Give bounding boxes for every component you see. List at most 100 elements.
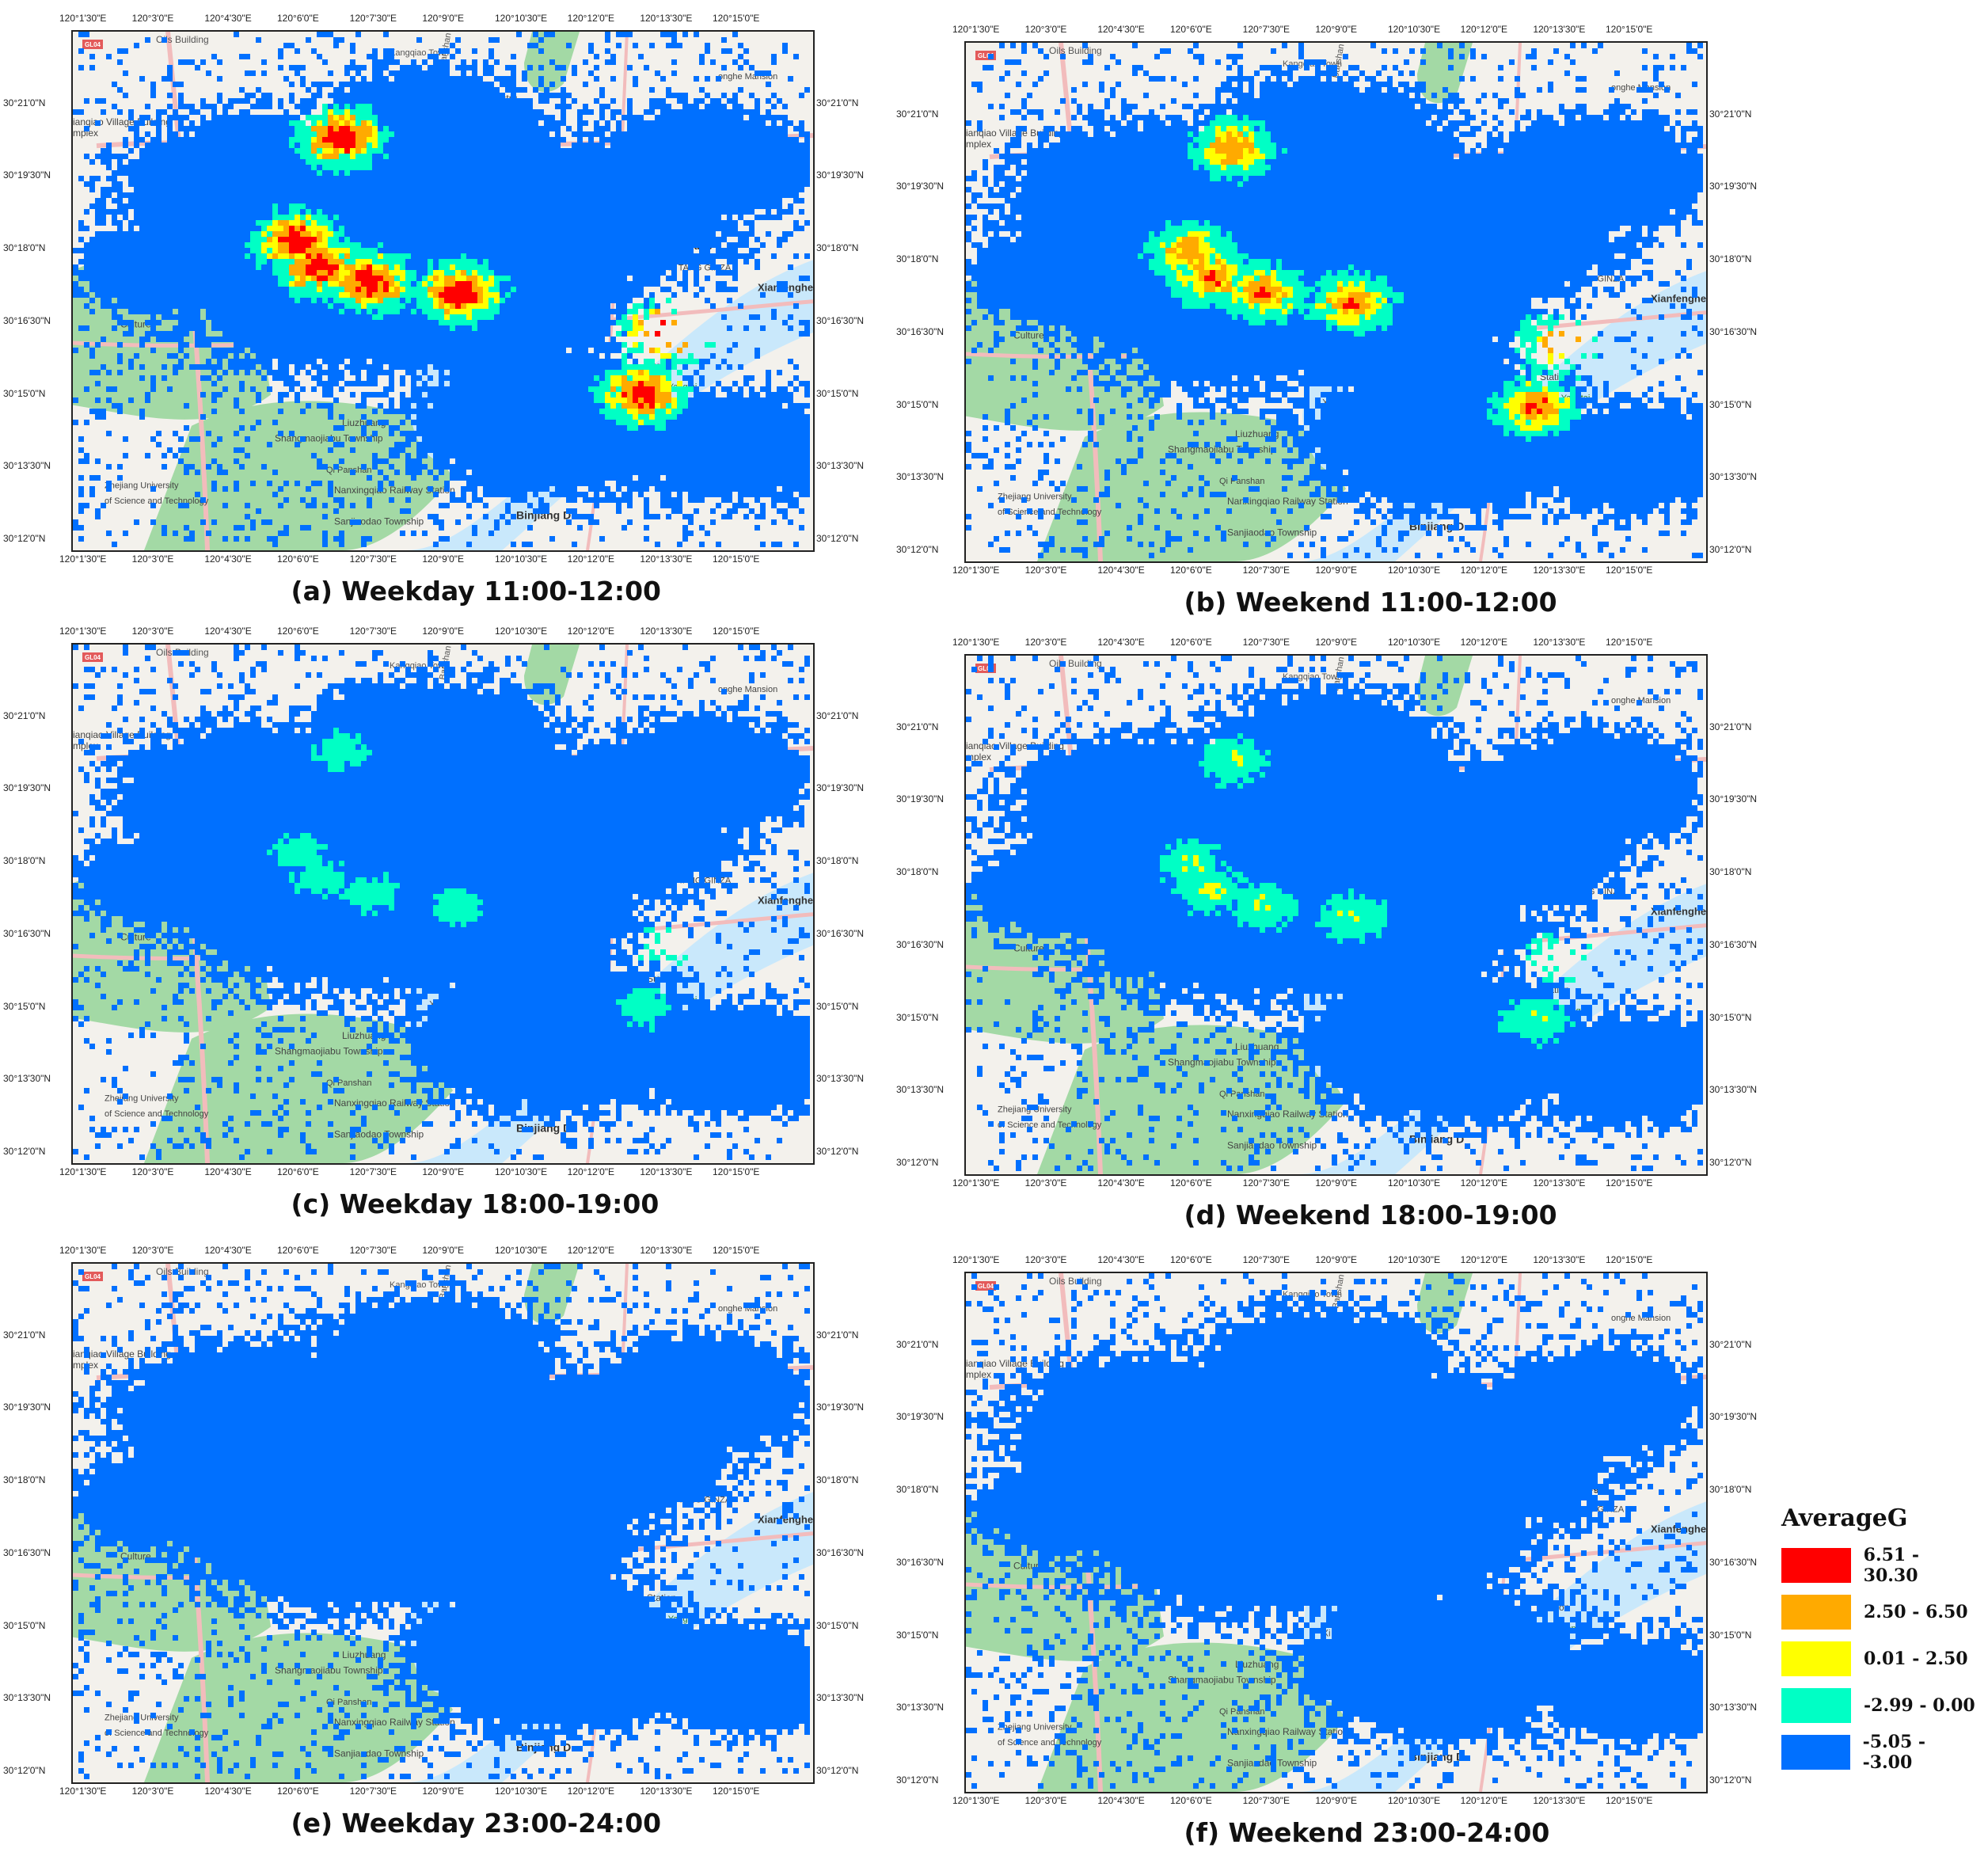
x-tick-label: 120°7'30"E [350, 626, 397, 637]
green-area-north [524, 1264, 580, 1325]
y-tick-label-right: 30°18'0"N [816, 1474, 858, 1485]
svg-text:Oils Building: Oils Building [156, 34, 209, 45]
hotspot-map: GL04 Oils Building Kangqiao Town Banshan… [73, 1264, 813, 1782]
x-tick-label: 120°1'30"E [952, 1254, 999, 1265]
legend-label-2: 2.50 - 6.50 [1864, 1602, 1968, 1622]
x-tick-label: 120°12'0"E [568, 1786, 614, 1797]
y-tick-label-right: 30°21'0"N [816, 1329, 858, 1341]
map-frame: GL04 Oils Building Kangqiao Town Banshan… [71, 1262, 815, 1784]
x-tick-label: 120°4'30"E [204, 13, 251, 24]
y-tick-label-right: 30°15'0"N [1709, 399, 1751, 410]
x-tick-label: 120°4'30"E [204, 626, 251, 637]
y-tick-label-right: 30°21'0"N [816, 97, 858, 108]
hotspot-cells [966, 656, 1703, 1171]
svg-text:Zhejiang University: Zhejiang University [105, 481, 179, 490]
y-tick-label-left: 30°19'30"N [3, 782, 51, 793]
x-tick-label: 120°6'0"E [1170, 1795, 1212, 1806]
x-tick-label: 120°9'0"E [422, 1245, 464, 1256]
y-tick-label-right: 30°15'0"N [816, 388, 858, 399]
x-tick-label: 120°3'0"E [132, 626, 174, 637]
x-tick-label: 120°15'0"E [1606, 1177, 1652, 1189]
svg-text:of Science and Technology: of Science and Technology [105, 496, 209, 506]
x-tick-label: 120°13'30"E [640, 553, 692, 565]
y-tick-label-left: 30°19'30"N [896, 1411, 944, 1422]
x-tick-label: 120°3'0"E [1025, 1254, 1067, 1265]
x-tick-label: 120°7'30"E [350, 553, 397, 565]
y-tick-label-left: 30°21'0"N [896, 721, 938, 732]
x-tick-label: 120°12'0"E [568, 626, 614, 637]
y-tick-label-left: 30°18'0"N [3, 1474, 45, 1485]
x-tick-label: 120°4'30"E [1097, 1795, 1144, 1806]
y-tick-label-right: 30°21'0"N [1709, 108, 1751, 120]
y-tick-label-right: 30°19'30"N [1709, 181, 1757, 192]
x-tick-label: 120°7'30"E [1243, 1177, 1290, 1189]
svg-text:Sanjiaodao Township: Sanjiaodao Township [334, 515, 424, 527]
x-tick-label: 120°6'0"E [1170, 1254, 1212, 1265]
x-tick-label: 120°3'0"E [1025, 1795, 1067, 1806]
x-tick-label: 120°13'30"E [640, 626, 692, 637]
x-tick-label: 120°3'0"E [1025, 1177, 1067, 1189]
x-tick-label: 120°4'30"E [204, 1786, 251, 1797]
x-tick-label: 120°9'0"E [422, 13, 464, 24]
y-tick-label-left: 30°15'0"N [896, 1012, 938, 1023]
hotspot-map: GL04 Oils Building Kangqiao Town Banshan… [966, 1273, 1706, 1792]
y-tick-label-left: 30°15'0"N [896, 1630, 938, 1641]
highway-shield-icon [82, 1272, 103, 1281]
x-tick-label: 120°6'0"E [277, 553, 319, 565]
map-frame: GL04 Oils Building Kangqiao Town Banshan… [964, 41, 1708, 563]
y-tick-label-right: 30°19'30"N [816, 782, 864, 793]
x-tick-label: 120°13'30"E [640, 1166, 692, 1177]
panel-caption: (c) Weekday 18:00-19:00 [291, 1189, 659, 1219]
x-tick-label: 120°4'30"E [1097, 637, 1144, 648]
svg-text:mplex: mplex [73, 127, 98, 139]
x-tick-label: 120°3'0"E [132, 553, 174, 565]
y-tick-label-right: 30°21'0"N [816, 710, 858, 721]
x-tick-label: 120°12'0"E [1461, 1177, 1507, 1189]
y-tick-label-right: 30°12'0"N [1709, 1774, 1751, 1786]
x-tick-label: 120°7'30"E [1243, 637, 1290, 648]
y-tick-label-right: 30°13'30"N [1709, 1084, 1757, 1095]
y-tick-label-left: 30°19'30"N [3, 1402, 51, 1413]
legend-row-2: 2.50 - 6.50 [1781, 1593, 1979, 1631]
x-tick-label: 120°6'0"E [277, 626, 319, 637]
x-tick-label: 120°12'0"E [1461, 24, 1507, 35]
x-tick-label: 120°13'30"E [1533, 24, 1585, 35]
y-tick-label-left: 30°19'30"N [3, 169, 51, 181]
x-tick-label: 120°10'30"E [495, 626, 547, 637]
y-tick-label-left: 30°12'0"N [3, 1765, 45, 1776]
x-tick-label: 120°10'30"E [1388, 24, 1440, 35]
legend-title: AverageG [1781, 1504, 1979, 1532]
x-tick-label: 120°7'30"E [1243, 565, 1290, 576]
x-tick-label: 120°13'30"E [1533, 1795, 1585, 1806]
x-tick-label: 120°10'30"E [495, 1245, 547, 1256]
legend-label-3: 0.01 - 2.50 [1864, 1649, 1968, 1669]
y-tick-label-left: 30°18'0"N [896, 866, 938, 877]
x-tick-label: 120°1'30"E [59, 1166, 106, 1177]
y-tick-label-right: 30°18'0"N [1709, 866, 1751, 877]
y-tick-label-right: 30°21'0"N [1709, 1339, 1751, 1350]
map-frame: GL04 Oils Building Kangqiao Town Banshan… [71, 30, 815, 552]
x-tick-label: 120°9'0"E [1315, 24, 1357, 35]
legend-swatch-yellow [1781, 1641, 1851, 1676]
y-tick-label-right: 30°15'0"N [816, 1620, 858, 1631]
x-tick-label: 120°6'0"E [277, 13, 319, 24]
panel-caption: (f) Weekend 23:00-24:00 [1184, 1817, 1550, 1848]
legend-row-3: 0.01 - 2.50 [1781, 1640, 1979, 1678]
green-area-north [1417, 43, 1473, 104]
x-tick-label: 120°15'0"E [713, 1786, 759, 1797]
x-tick-label: 120°12'0"E [568, 553, 614, 565]
y-tick-label-left: 30°15'0"N [896, 399, 938, 410]
y-tick-label-left: 30°15'0"N [3, 1001, 45, 1012]
y-tick-label-left: 30°18'0"N [896, 1484, 938, 1495]
y-tick-label-right: 30°19'30"N [1709, 1411, 1757, 1422]
x-tick-label: 120°12'0"E [1461, 565, 1507, 576]
x-tick-label: 120°13'30"E [1533, 637, 1585, 648]
y-tick-label-right: 30°21'0"N [1709, 721, 1751, 732]
legend-swatch-cyan [1781, 1688, 1851, 1723]
x-tick-label: 120°13'30"E [640, 13, 692, 24]
green-area-south [144, 1633, 453, 1782]
y-tick-label-left: 30°12'0"N [896, 1157, 938, 1168]
y-tick-label-left: 30°13'30"N [896, 1702, 944, 1713]
x-tick-label: 120°4'30"E [1097, 1177, 1144, 1189]
highway-shield-icon [82, 652, 103, 662]
